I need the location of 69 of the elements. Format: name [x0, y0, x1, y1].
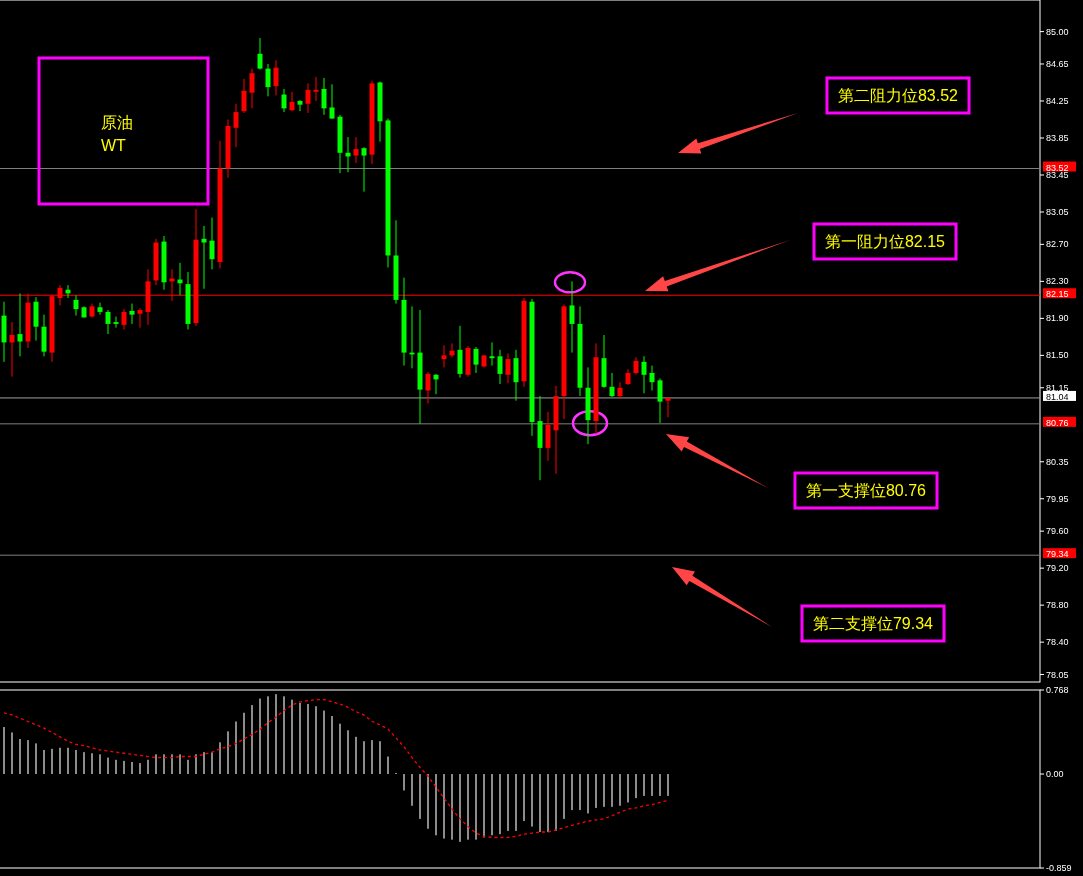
y-tick-label: 81.50	[1046, 350, 1069, 361]
y-tick-label: 85.00	[1046, 26, 1069, 37]
candlestick	[505, 353, 511, 384]
candlestick	[425, 371, 431, 404]
annotation: 第一支撑位80.76	[805, 482, 927, 499]
y-tick-label: 0.00	[1046, 769, 1064, 780]
candlestick	[441, 344, 447, 368]
y-tick-label: 78.40	[1046, 637, 1069, 648]
candlestick	[201, 225, 207, 290]
candlestick	[321, 77, 327, 116]
candlestick	[233, 103, 239, 148]
y-tick-label: 79.60	[1046, 526, 1069, 537]
ref-line-label: 82.15	[1046, 289, 1069, 300]
candlestick	[289, 91, 295, 112]
y-tick-label: 80.35	[1046, 456, 1069, 467]
candlestick	[297, 99, 303, 112]
annotation: 第二阻力位83.52	[837, 87, 959, 104]
y-tick-label: 84.65	[1046, 58, 1069, 69]
candlestick	[641, 355, 647, 394]
candlestick	[241, 78, 247, 114]
candlestick	[353, 136, 359, 164]
candlestick	[473, 346, 479, 374]
candlestick	[569, 280, 575, 354]
annotation: 第一阻力位82.15	[824, 233, 946, 250]
candlestick	[113, 316, 119, 329]
y-tick-label: 79.20	[1046, 563, 1069, 574]
candlestick	[73, 294, 79, 317]
y-tick-label: 0.768	[1046, 685, 1069, 695]
y-tick-label: 83.85	[1046, 132, 1069, 143]
candlestick	[257, 37, 263, 71]
candlestick	[17, 292, 23, 357]
line-series	[3, 698, 669, 839]
candlestick	[121, 308, 127, 330]
candlestick	[609, 372, 615, 398]
candlestick	[497, 349, 503, 385]
ref-line-label: 79.34	[1046, 549, 1069, 560]
candlestick	[105, 309, 111, 335]
y-tick-label: 83.05	[1046, 206, 1069, 217]
candlestick	[305, 82, 311, 114]
candlestick	[329, 83, 335, 120]
candlestick	[489, 341, 495, 367]
y-tick-label: -0.859	[1046, 863, 1072, 873]
annotation: 第二支撑位79.34	[812, 615, 934, 632]
y-tick-label: 84.25	[1046, 95, 1069, 106]
candlestick	[649, 365, 655, 392]
candlestick	[545, 411, 551, 462]
ref-line-label: 81.04	[1046, 391, 1069, 402]
candlestick	[209, 217, 215, 270]
candlestick	[9, 321, 15, 378]
candlestick	[281, 88, 287, 113]
annotation: 原油 WT	[101, 114, 133, 154]
y-tick-label: 81.15	[1046, 382, 1069, 393]
candlestick	[361, 146, 367, 193]
ref-line-label: 80.76	[1046, 417, 1069, 428]
y-tick-label: 79.95	[1046, 493, 1069, 504]
y-tick-label: 78.05	[1046, 669, 1069, 680]
y-tick-label: 82.30	[1046, 276, 1069, 287]
candlestick	[265, 63, 271, 97]
candlestick	[313, 76, 319, 102]
candlestick	[129, 303, 135, 325]
candlestick	[617, 381, 623, 400]
y-tick-label: 81.90	[1046, 313, 1069, 324]
candlestick	[657, 378, 663, 424]
y-tick-label: 82.70	[1046, 239, 1069, 250]
candlestick	[137, 307, 143, 329]
y-tick-label: 78.80	[1046, 600, 1069, 611]
candlestick	[249, 68, 255, 109]
candlestick	[97, 302, 103, 316]
candlestick	[273, 59, 279, 96]
